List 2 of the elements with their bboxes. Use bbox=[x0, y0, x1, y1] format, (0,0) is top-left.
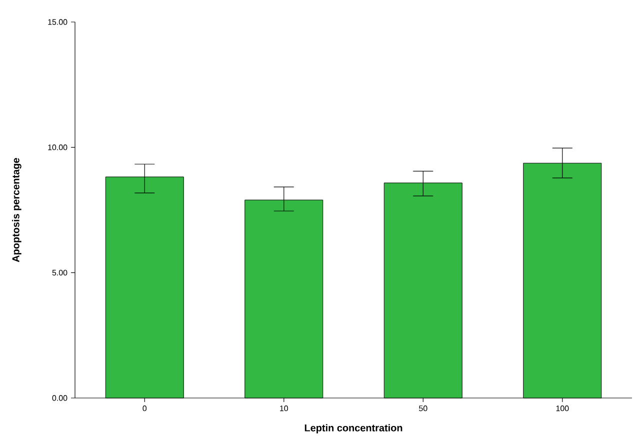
x-axis-title: Leptin concentration bbox=[304, 424, 402, 434]
y-axis-title: Apoptosis percentage bbox=[12, 158, 22, 262]
